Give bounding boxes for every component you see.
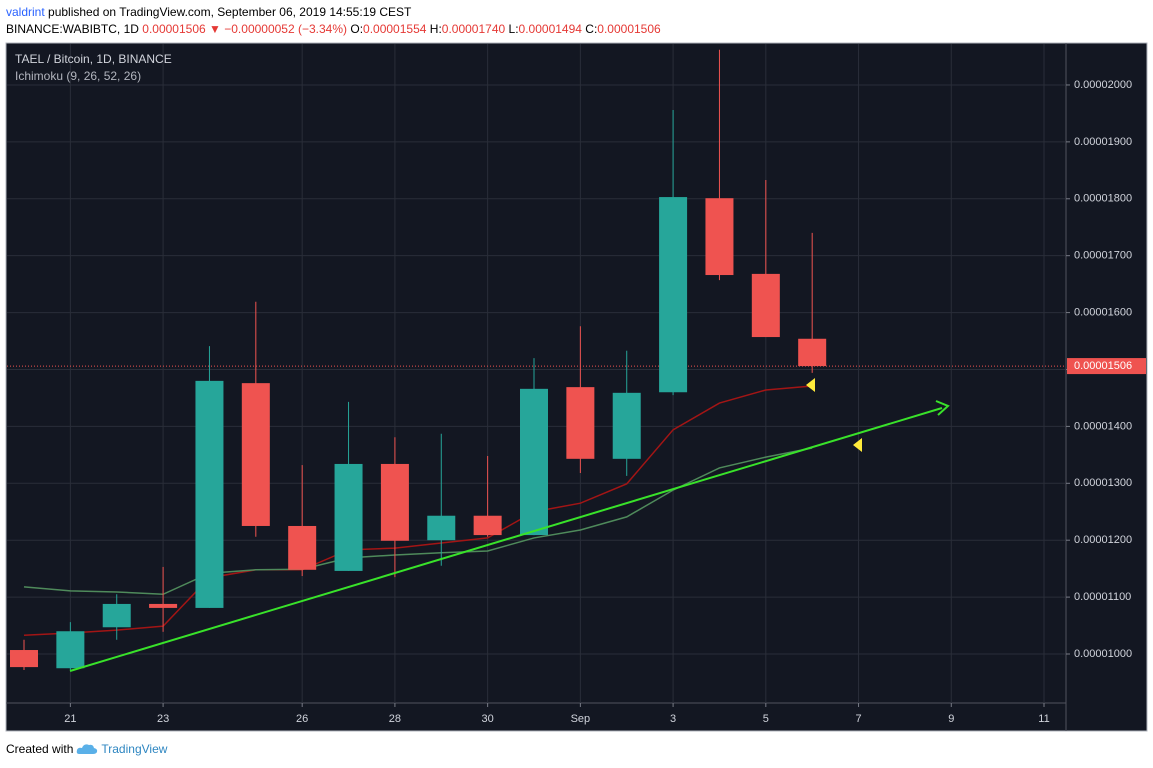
h-value: 0.00001740: [441, 22, 506, 36]
x-tick-label: 5: [763, 713, 769, 725]
c-value: 0.00001506: [597, 22, 661, 36]
indicator-line: [23, 385, 813, 636]
marker: [853, 438, 862, 452]
candle-body: [241, 383, 270, 526]
change: −0.00000052 (−3.34%): [224, 22, 348, 36]
symbol: BINANCE:WABIBTC, 1D: [6, 22, 139, 36]
header-line-2: BINANCE:WABIBTC, 1D 0.00001506 ▼ −0.0000…: [6, 22, 661, 36]
l-label: L:: [508, 22, 519, 36]
y-tick-label: 0.00001800: [1074, 193, 1132, 205]
marks: [7, 49, 1065, 670]
candle-body: [195, 380, 224, 608]
last: 0.00001506: [142, 22, 206, 36]
trend-arrow: [935, 400, 950, 416]
marker: [806, 378, 815, 392]
x-tick-label: 23: [157, 713, 169, 725]
candle-body: [798, 338, 827, 367]
candle-body: [149, 603, 178, 608]
candle-body: [380, 463, 409, 541]
candle-body: [659, 197, 688, 393]
last-price-label: 0.00001506: [1074, 360, 1132, 372]
logo: [77, 744, 98, 754]
y-tick-label: 0.00001300: [1074, 477, 1132, 489]
x-tick-label: 28: [389, 713, 401, 725]
brand[interactable]: TradingView: [101, 742, 168, 756]
x-tick-label: 9: [948, 713, 954, 725]
y-tick-label: 0.00001700: [1074, 250, 1132, 262]
chart-title: TAEL / Bitcoin, 1D, BINANCE: [15, 52, 172, 66]
o-value: 0.00001554: [363, 22, 427, 36]
candle-body: [334, 463, 363, 571]
x-tick-label: 21: [64, 713, 76, 725]
candle-body: [10, 650, 38, 668]
y-tick-label: 0.00002000: [1074, 79, 1132, 91]
last-price-box: [1067, 358, 1146, 375]
x-tick-label: 30: [482, 713, 494, 725]
candle-body: [705, 198, 734, 276]
x-tick-label: Sep: [571, 713, 591, 725]
h-label: H:: [429, 22, 442, 36]
y-tick-label: 0.00001400: [1074, 420, 1132, 432]
y-tick-label: 0.00001200: [1074, 534, 1132, 546]
footer: Created with TradingView: [6, 742, 167, 756]
y-tick-label: 0.00001900: [1074, 136, 1132, 148]
candle-body: [520, 388, 548, 536]
y-tick-label: 0.00001000: [1074, 648, 1132, 660]
candle-body: [427, 515, 456, 541]
y-tick-label: 0.00001100: [1074, 591, 1131, 603]
x-tick-label: 11: [1038, 713, 1049, 725]
author[interactable]: valdrint: [6, 5, 45, 19]
published: published on TradingView.com, September …: [48, 5, 412, 19]
c-label: C:: [585, 22, 598, 36]
trend-line: [69, 407, 943, 672]
y-tick-label: 0.00001600: [1074, 306, 1132, 318]
x-tick-label: 26: [296, 713, 308, 725]
x-tick-label: 3: [670, 713, 676, 725]
candle-body: [473, 515, 502, 536]
chart-background: [5, 42, 1148, 732]
candle-body: [566, 387, 595, 459]
candle-body: [612, 392, 641, 459]
l-value: 0.00001494: [518, 22, 582, 36]
candle-body: [56, 631, 85, 669]
candle-body: [102, 603, 131, 628]
candle-body: [288, 525, 317, 570]
x-tick-label: 7: [855, 713, 861, 725]
created-with: Created with: [6, 742, 74, 756]
arrow: ▼: [209, 22, 221, 36]
candle-body: [751, 273, 780, 338]
header-line-1: valdrint published on TradingView.com, S…: [6, 5, 411, 19]
o-label: O:: [350, 22, 364, 36]
indicator-label: Ichimoku (9, 26, 52, 26): [15, 69, 141, 83]
